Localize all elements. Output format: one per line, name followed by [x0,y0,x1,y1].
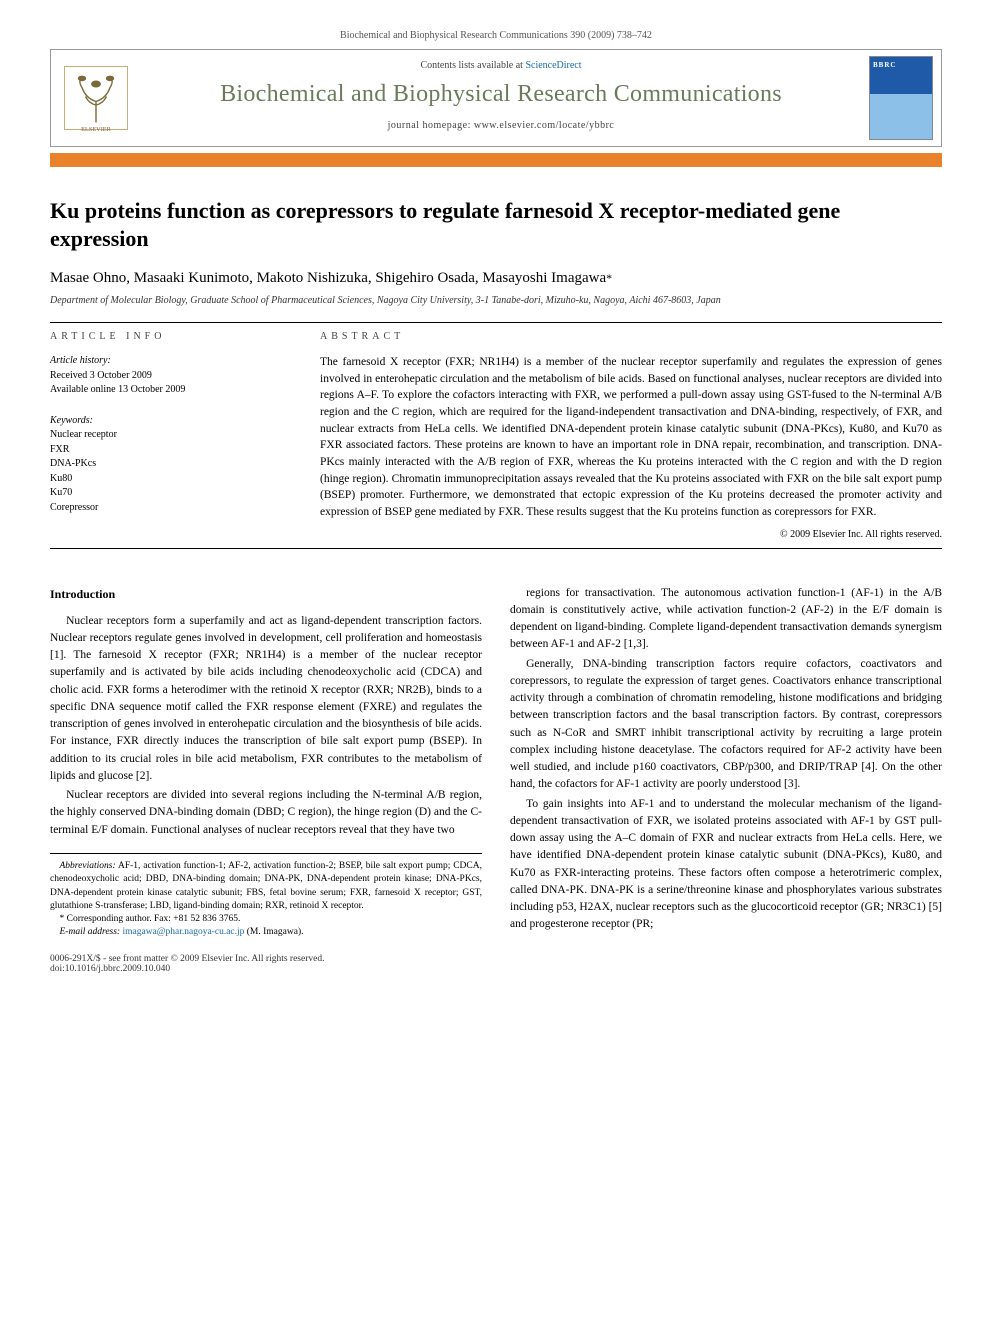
abbrev-text: AF-1, activation function-1; AF-2, activ… [50,861,482,911]
affiliation: Department of Molecular Biology, Graduat… [50,295,942,306]
sciencedirect-link[interactable]: ScienceDirect [525,60,581,71]
abstract-col: ABSTRACT The farnesoid X receptor (FXR; … [320,331,942,540]
email-link[interactable]: imagawa@phar.nagoya-cu.ac.jp [122,927,244,937]
body-paragraph: regions for transactivation. The autonom… [510,585,942,654]
keyword-item: FXR [50,443,290,458]
history-heading: Article history: [50,354,290,369]
corresponding-line: * Corresponding author. Fax: +81 52 836 … [50,913,482,926]
article-history: Article history: Received 3 October 2009… [50,354,290,398]
front-matter-line: 0006-291X/$ - see front matter © 2009 El… [50,954,942,964]
author-list: Masae Ohno, Masaaki Kunimoto, Makoto Nis… [50,270,942,287]
elsevier-tree-icon: ELSEVIER [61,63,131,133]
article-title: Ku proteins function as corepressors to … [50,197,942,252]
citation-line: Biochemical and Biophysical Research Com… [50,30,942,41]
email-suffix: (M. Imagawa). [247,927,304,937]
body-paragraph: Nuclear receptors form a superfamily and… [50,613,482,786]
keywords-block: Keywords: Nuclear receptor FXR DNA-PKcs … [50,414,290,516]
rule-top [50,322,942,323]
corresponding-mark: * [606,271,612,285]
authors-text: Masae Ohno, Masaaki Kunimoto, Makoto Nis… [50,270,606,286]
abstract-copyright: © 2009 Elsevier Inc. All rights reserved… [320,529,942,540]
keywords-heading: Keywords: [50,414,290,429]
keyword-item: Ku80 [50,472,290,487]
contents-prefix: Contents lists available at [420,60,525,71]
homepage-url[interactable]: www.elsevier.com/locate/ybbrc [474,120,614,131]
orange-divider-bar [50,153,942,167]
journal-name: Biochemical and Biophysical Research Com… [153,81,849,108]
article-info-col: ARTICLE INFO Article history: Received 3… [50,331,290,540]
body-paragraph: To gain insights into AF-1 and to unders… [510,796,942,934]
doi-line: doi:10.1016/j.bbrc.2009.10.040 [50,964,942,974]
footer-block: 0006-291X/$ - see front matter © 2009 El… [50,954,942,974]
publisher-logo-cell: ELSEVIER [51,50,141,146]
body-paragraph: Nuclear receptors are divided into sever… [50,787,482,839]
meta-row: ARTICLE INFO Article history: Received 3… [50,331,942,540]
introduction-heading: Introduction [50,585,482,603]
email-label: E-mail address: [60,927,121,937]
keyword-item: Nuclear receptor [50,428,290,443]
homepage-label: journal homepage: [388,120,474,131]
abstract-label: ABSTRACT [320,331,942,342]
abbrev-label: Abbreviations: [60,861,116,871]
keyword-item: DNA-PKcs [50,457,290,472]
body-paragraph: Generally, DNA-binding transcription fac… [510,656,942,794]
footnotes-block: Abbreviations: AF-1, activation function… [50,853,482,940]
online-date: Available online 13 October 2009 [50,383,290,398]
contents-available-line: Contents lists available at ScienceDirec… [153,60,849,71]
journal-cover-thumb [869,56,933,140]
rule-bottom [50,548,942,549]
journal-header: ELSEVIER Contents lists available at Sci… [50,49,942,147]
abbreviations-line: Abbreviations: AF-1, activation function… [50,860,482,913]
homepage-line: journal homepage: www.elsevier.com/locat… [153,120,849,131]
svg-text:ELSEVIER: ELSEVIER [81,126,112,133]
received-date: Received 3 October 2009 [50,369,290,384]
header-center: Contents lists available at ScienceDirec… [141,50,861,146]
abstract-text: The farnesoid X receptor (FXR; NR1H4) is… [320,354,942,521]
body-columns: Introduction Nuclear receptors form a su… [50,585,942,940]
article-info-label: ARTICLE INFO [50,331,290,342]
keyword-item: Ku70 [50,486,290,501]
keyword-item: Corepressor [50,501,290,516]
cover-thumb-cell [861,50,941,146]
email-line: E-mail address: imagawa@phar.nagoya-cu.a… [50,926,482,939]
